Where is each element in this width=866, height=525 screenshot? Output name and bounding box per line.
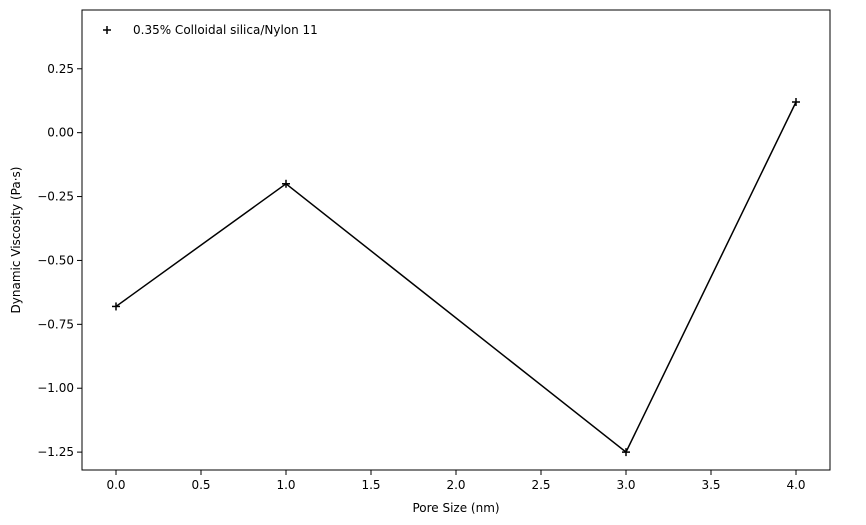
data-point-marker bbox=[622, 448, 630, 457]
y-axis-title: Dynamic Viscosity (Pa·s) bbox=[9, 167, 23, 314]
y-axis: 0.25 0.00 −0.25 −0.50 −0.75 −1.00 −1.25 bbox=[37, 62, 82, 459]
y-tick-label: −0.25 bbox=[37, 190, 74, 204]
y-tick-label: −0.50 bbox=[37, 253, 74, 267]
x-axis-title: Pore Size (nm) bbox=[412, 501, 499, 515]
y-tick-label: −1.00 bbox=[37, 381, 74, 395]
x-tick-label: 2.5 bbox=[531, 478, 550, 492]
x-tick-label: 4.0 bbox=[786, 478, 805, 492]
x-tick-label: 1.5 bbox=[361, 478, 380, 492]
legend: 0.35% Colloidal silica/Nylon 11 bbox=[103, 23, 318, 37]
y-tick-label: 0.25 bbox=[47, 62, 74, 76]
x-tick-label: 0.0 bbox=[106, 478, 125, 492]
data-point-marker bbox=[792, 98, 800, 106]
x-tick-label: 0.5 bbox=[191, 478, 210, 492]
plot-area bbox=[81, 9, 831, 471]
y-tick-label: 0.00 bbox=[47, 126, 74, 140]
x-tick-label: 3.0 bbox=[616, 478, 635, 492]
x-axis: 0.0 0.5 1.0 1.5 2.0 2.5 3.0 3.5 4.0 bbox=[106, 470, 806, 492]
x-tick-label: 2.0 bbox=[446, 478, 465, 492]
legend-marker-icon bbox=[103, 26, 111, 34]
y-tick-label: −0.75 bbox=[37, 317, 74, 331]
series-line bbox=[115, 101, 797, 454]
data-point-marker bbox=[112, 302, 120, 311]
y-tick-label: −1.25 bbox=[37, 445, 74, 459]
series-layer bbox=[112, 98, 800, 457]
legend-label: 0.35% Colloidal silica/Nylon 11 bbox=[133, 23, 318, 37]
data-point-marker bbox=[282, 179, 290, 188]
x-tick-label: 1.0 bbox=[276, 478, 295, 492]
x-tick-label: 3.5 bbox=[701, 478, 720, 492]
